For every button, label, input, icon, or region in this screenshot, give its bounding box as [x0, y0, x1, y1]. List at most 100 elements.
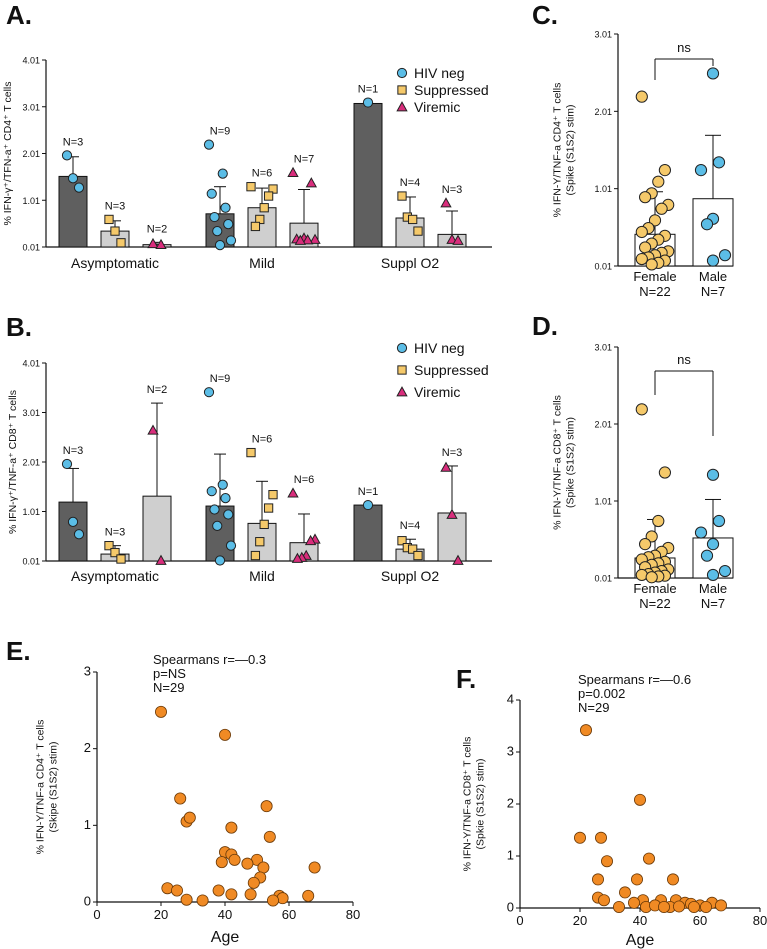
- panel-e-y-axis-tick-label: 2: [84, 740, 91, 755]
- panel-e-x-tick-label: 60: [282, 907, 296, 922]
- panel-a-n-label: N=3: [105, 200, 126, 212]
- panel-a-category-label: Asymptomatic: [71, 255, 159, 271]
- panel-b-data-point: [67, 516, 79, 527]
- panel-f-y-axis-tick-label: 1: [507, 848, 514, 863]
- panel-d-data-point: [652, 514, 665, 528]
- panel-d-data-point: [712, 514, 726, 528]
- panel-a-data-point: [203, 139, 215, 150]
- panel-c-data-point: [635, 90, 648, 103]
- panel-c-y-axis-tick-label: 3.01: [594, 30, 612, 40]
- panel-a-y-axis-tick-label: 4.01: [22, 56, 40, 66]
- panel-c-y-axis-tick-label: 0.01: [594, 262, 612, 272]
- panel-a-data-point: [67, 173, 79, 184]
- panel-b-data-point: [440, 461, 452, 472]
- panel-a-n-label: N=2: [147, 223, 168, 235]
- panel-b-data-point: [250, 550, 261, 561]
- panel-b-n-label: N=3: [442, 447, 463, 459]
- panel-b-bar: [142, 495, 172, 562]
- panel-c-category-label: Male: [699, 269, 727, 284]
- panel-f-stat-text: p=0.002: [578, 686, 625, 701]
- panel-c-significance-label: ns: [677, 40, 691, 55]
- panel-b-n-label: N=6: [252, 434, 273, 446]
- panel-d-y-axis-tick-label: 3.01: [594, 343, 612, 353]
- panel-a-data-point: [61, 150, 73, 161]
- panel-c-data-point: [635, 252, 648, 266]
- panel-b-data-point: [220, 493, 231, 504]
- panel-a-data-point: [225, 235, 237, 246]
- panel-f-x-tick-label: 20: [573, 913, 587, 928]
- panel-b-data-point: [413, 550, 423, 561]
- panel-b-data-point: [209, 504, 220, 515]
- panel-d-significance-label: ns: [677, 352, 691, 367]
- panel-a-data-point: [250, 221, 261, 232]
- panel-f-y-axis-tick-label: 3: [507, 744, 514, 759]
- panel-d-data-point: [635, 568, 648, 582]
- panel-e-data-point: [174, 792, 187, 805]
- panel-a-y-axis-tick-label: 2.01: [22, 149, 40, 159]
- panel-b-data-point: [223, 509, 234, 520]
- panel-f-data-point: [700, 900, 713, 913]
- panel-b-category-label: Suppl O2: [381, 568, 440, 584]
- panel-a-legend-label: HIV neg: [414, 65, 465, 81]
- panel-b-y-axis-tick-label: 2.01: [22, 458, 40, 468]
- panel-b-data-point: [73, 529, 85, 540]
- panel-b-data-point: [206, 486, 217, 497]
- panel-f-data-point: [619, 886, 632, 899]
- panel-b-legend-label: Suppressed: [414, 362, 489, 378]
- panel-c-data-point: [718, 249, 732, 262]
- panel-f-data-point: [643, 852, 656, 865]
- panel-e-x-label: Age: [211, 929, 240, 946]
- panel-f-data-point: [601, 855, 614, 868]
- panel-d-y-axis-tick-label: 2.01: [594, 420, 612, 430]
- panel-e-data-point: [170, 884, 183, 897]
- panel-a-data-point: [294, 234, 307, 245]
- panel-a-data-point: [104, 214, 114, 225]
- panel-b-n-label: N=1: [358, 486, 379, 498]
- panel-a-data-point: [287, 166, 299, 178]
- panel-d-data-point: [645, 571, 658, 584]
- panel-a-legend-marker: [396, 101, 408, 112]
- panel-b-legend-marker: [397, 365, 407, 375]
- panel-e-data-point: [225, 821, 238, 834]
- panel-b-data-point: [212, 520, 223, 531]
- panel-a-letter: A.: [6, 0, 32, 30]
- panel-b-category-label: Mild: [249, 568, 275, 584]
- panel-d-category-label: Female: [633, 581, 676, 596]
- panel-e-x-tick-label: 80: [346, 907, 360, 922]
- panel-a-legend-label: Suppressed: [414, 82, 489, 98]
- panel-d-data-point: [635, 403, 648, 416]
- panel-f-y-axis-tick-label: 2: [507, 796, 514, 811]
- panel-e-data-point: [154, 705, 167, 718]
- panel-e-data-point: [212, 884, 225, 897]
- panel-a-data-point: [440, 197, 452, 208]
- panel-d-data-point: [706, 468, 720, 481]
- panel-c-data-point: [706, 254, 720, 267]
- panel-a-data-point: [217, 168, 228, 179]
- panel-e-data-point: [260, 800, 273, 813]
- panel-e-data-point: [247, 876, 260, 889]
- panel-f-y-label: (Spkie (S1S2) stim): [475, 758, 487, 849]
- panel-c-data-point: [700, 218, 714, 231]
- panel-c-n-label: N=7: [701, 284, 725, 299]
- panel-e-stat-text: p=NS: [153, 666, 186, 681]
- panel-b-n-label: N=2: [147, 384, 168, 396]
- panel-e-data-point: [266, 894, 279, 907]
- panel-b-y-axis-tick-label: 4.01: [22, 359, 40, 369]
- panel-a-data-point: [155, 238, 167, 250]
- panel-e-stat-text: Spearmans r=—0.3: [153, 652, 266, 667]
- panel-a-y-axis-tick-label: 3.01: [22, 102, 40, 112]
- panel-b-data-point: [104, 541, 114, 551]
- panel-b-data-point: [291, 552, 304, 563]
- panel-b-bar: [353, 504, 383, 562]
- panel-f-x-tick-label: 60: [693, 913, 707, 928]
- panel-e-y-axis-tick-label: 1: [84, 817, 91, 832]
- panel-e-data-point: [215, 856, 228, 869]
- panel-f-data-point: [634, 793, 647, 806]
- panel-b-n-label: N=3: [105, 527, 126, 539]
- panel-b-y-label: % IFN-γ⁺/TNF-a⁺ CD8⁺ T cells: [7, 390, 19, 534]
- panel-b-data-point: [155, 554, 167, 565]
- panel-a-n-label: N=3: [442, 184, 463, 196]
- panel-d-category-label: Male: [699, 581, 727, 596]
- panel-b-category-label: Asymptomatic: [71, 568, 159, 584]
- panel-a-n-label: N=3: [63, 136, 84, 148]
